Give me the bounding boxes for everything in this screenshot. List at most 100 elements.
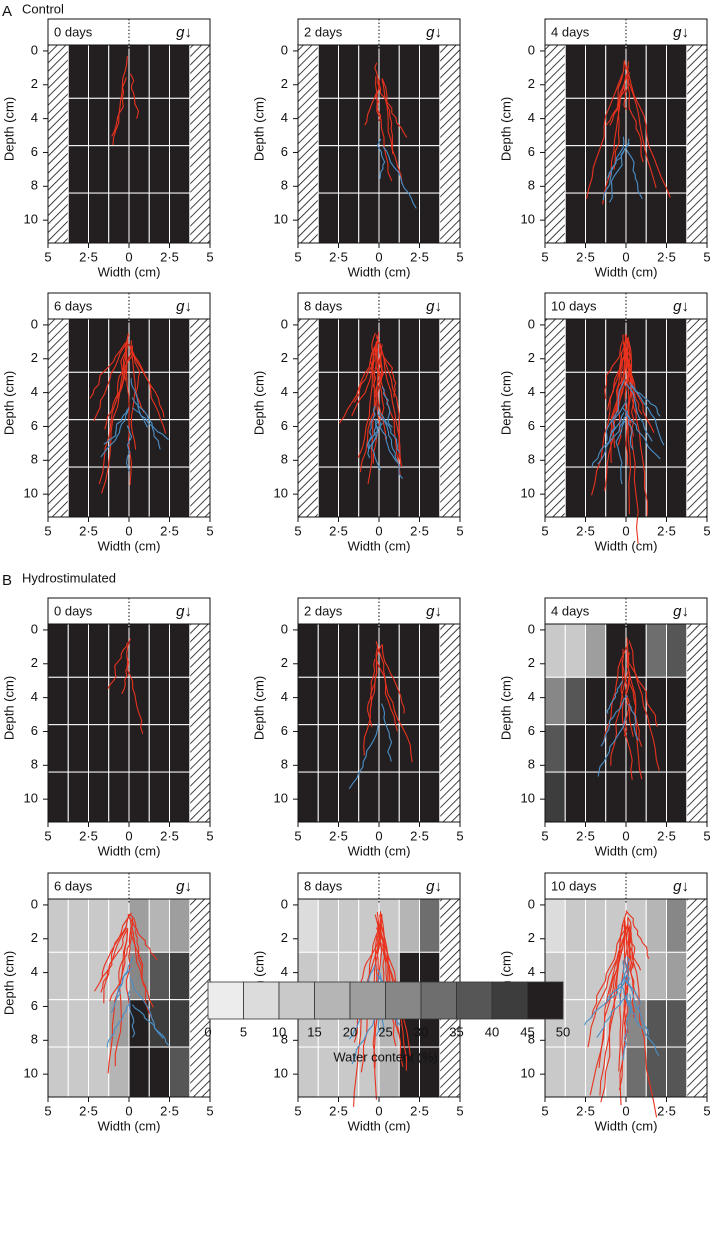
section-letter: A xyxy=(2,3,12,20)
water-cell xyxy=(317,44,339,99)
water-cell xyxy=(625,1046,647,1098)
y-tick-label: 6 xyxy=(281,418,288,433)
water-cell xyxy=(169,44,191,99)
water-cell xyxy=(666,951,688,1001)
colorbar-tick-label: 15 xyxy=(307,1024,321,1039)
water-cell xyxy=(297,771,319,823)
water-cell xyxy=(67,676,89,726)
gravity-label: g↓ xyxy=(176,298,192,315)
root xyxy=(381,78,403,185)
water-cell xyxy=(338,44,360,99)
water-cell xyxy=(645,999,667,1048)
water-cell xyxy=(666,771,688,823)
x-tick-label: 2·5 xyxy=(160,1103,179,1118)
water-cell xyxy=(544,676,566,726)
root xyxy=(585,74,623,199)
y-tick-label: 8 xyxy=(528,1032,535,1047)
root xyxy=(609,138,630,203)
water-cell xyxy=(88,951,110,1001)
water-cell xyxy=(128,999,150,1048)
root xyxy=(371,418,381,471)
water-cell xyxy=(419,145,441,194)
root xyxy=(625,910,650,959)
water-cell xyxy=(358,623,380,678)
y-tick-label: 10 xyxy=(521,486,535,501)
water-cell xyxy=(47,676,69,726)
pot-wall xyxy=(189,899,210,1097)
root xyxy=(353,933,381,1107)
water-cell xyxy=(398,466,420,518)
water-cell xyxy=(148,724,170,773)
root xyxy=(610,398,627,438)
colorbar-tick-label: 35 xyxy=(449,1024,463,1039)
root xyxy=(374,341,381,421)
x-tick-label: 2·5 xyxy=(410,249,429,264)
root xyxy=(374,62,382,122)
water-cell xyxy=(317,898,339,953)
x-axis-label: Width (cm) xyxy=(348,1118,411,1133)
water-cell xyxy=(645,951,667,1001)
x-tick-label: 0 xyxy=(125,249,132,264)
y-tick-label: 10 xyxy=(24,1066,38,1081)
root xyxy=(381,386,393,428)
x-tick-label: 2·5 xyxy=(79,249,98,264)
water-cell xyxy=(645,44,667,99)
colorbar-swatch xyxy=(456,981,493,1020)
root xyxy=(107,927,128,1074)
water-cell xyxy=(67,724,89,773)
water-cell xyxy=(108,145,130,194)
water-cell xyxy=(67,371,89,421)
panel-title: 4 days xyxy=(551,603,590,618)
water-cell xyxy=(666,676,688,726)
root xyxy=(126,655,144,734)
y-axis-label: Depth (cm) xyxy=(498,676,513,740)
x-axis-label: Width (cm) xyxy=(98,264,161,279)
water-cell xyxy=(564,724,586,773)
root xyxy=(377,78,408,138)
water-cell xyxy=(338,466,360,518)
colorbar-tick-label: 45 xyxy=(520,1024,534,1039)
root xyxy=(130,927,152,1018)
water-cell xyxy=(108,724,130,773)
water-cell xyxy=(564,951,586,1001)
water-cell xyxy=(585,676,607,726)
root xyxy=(625,971,641,1011)
water-cell xyxy=(148,951,170,1001)
y-axis-label: Depth (cm) xyxy=(1,676,16,740)
water-cell xyxy=(338,623,360,678)
water-cell xyxy=(585,44,607,99)
root xyxy=(103,409,128,445)
y-tick-label: 2 xyxy=(281,350,288,365)
water-cell xyxy=(88,676,110,726)
water-cell xyxy=(605,466,627,518)
pot-wall xyxy=(686,624,707,822)
x-tick-label: 5 xyxy=(44,1103,51,1118)
water-cell xyxy=(47,623,69,678)
y-tick-label: 0 xyxy=(281,316,288,331)
water-cell xyxy=(358,466,380,518)
x-tick-label: 0 xyxy=(125,1103,132,1118)
root xyxy=(602,136,625,201)
root xyxy=(380,349,402,467)
water-cell xyxy=(169,1046,191,1098)
panel: 2 days g↓ 0 2 4 6 8 10 5 2·5 0 2·5 5 Width (cm) Depth … xyxy=(251,597,464,858)
water-cell xyxy=(128,676,150,726)
water-cell xyxy=(148,466,170,518)
panel: 4 days g↓ 0 2 4 6 8 10 5 2·5 0 2·5 5 Width (cm) Depth … xyxy=(498,18,711,279)
y-axis-label: Depth (cm) xyxy=(251,371,266,435)
root xyxy=(591,413,629,468)
root xyxy=(381,703,393,762)
water-cell xyxy=(564,623,586,678)
root xyxy=(93,339,129,422)
water-cell xyxy=(398,145,420,194)
root xyxy=(100,407,130,458)
gravity-label: g↓ xyxy=(426,603,442,620)
colorbar-swatch xyxy=(349,981,386,1020)
root xyxy=(381,644,405,714)
x-tick-label: 5 xyxy=(703,249,710,264)
water-cell xyxy=(148,192,170,244)
water-cell xyxy=(338,419,360,468)
water-cell xyxy=(88,145,110,194)
water-cell xyxy=(128,145,150,194)
section-label: Hydrostimulated xyxy=(22,570,116,585)
